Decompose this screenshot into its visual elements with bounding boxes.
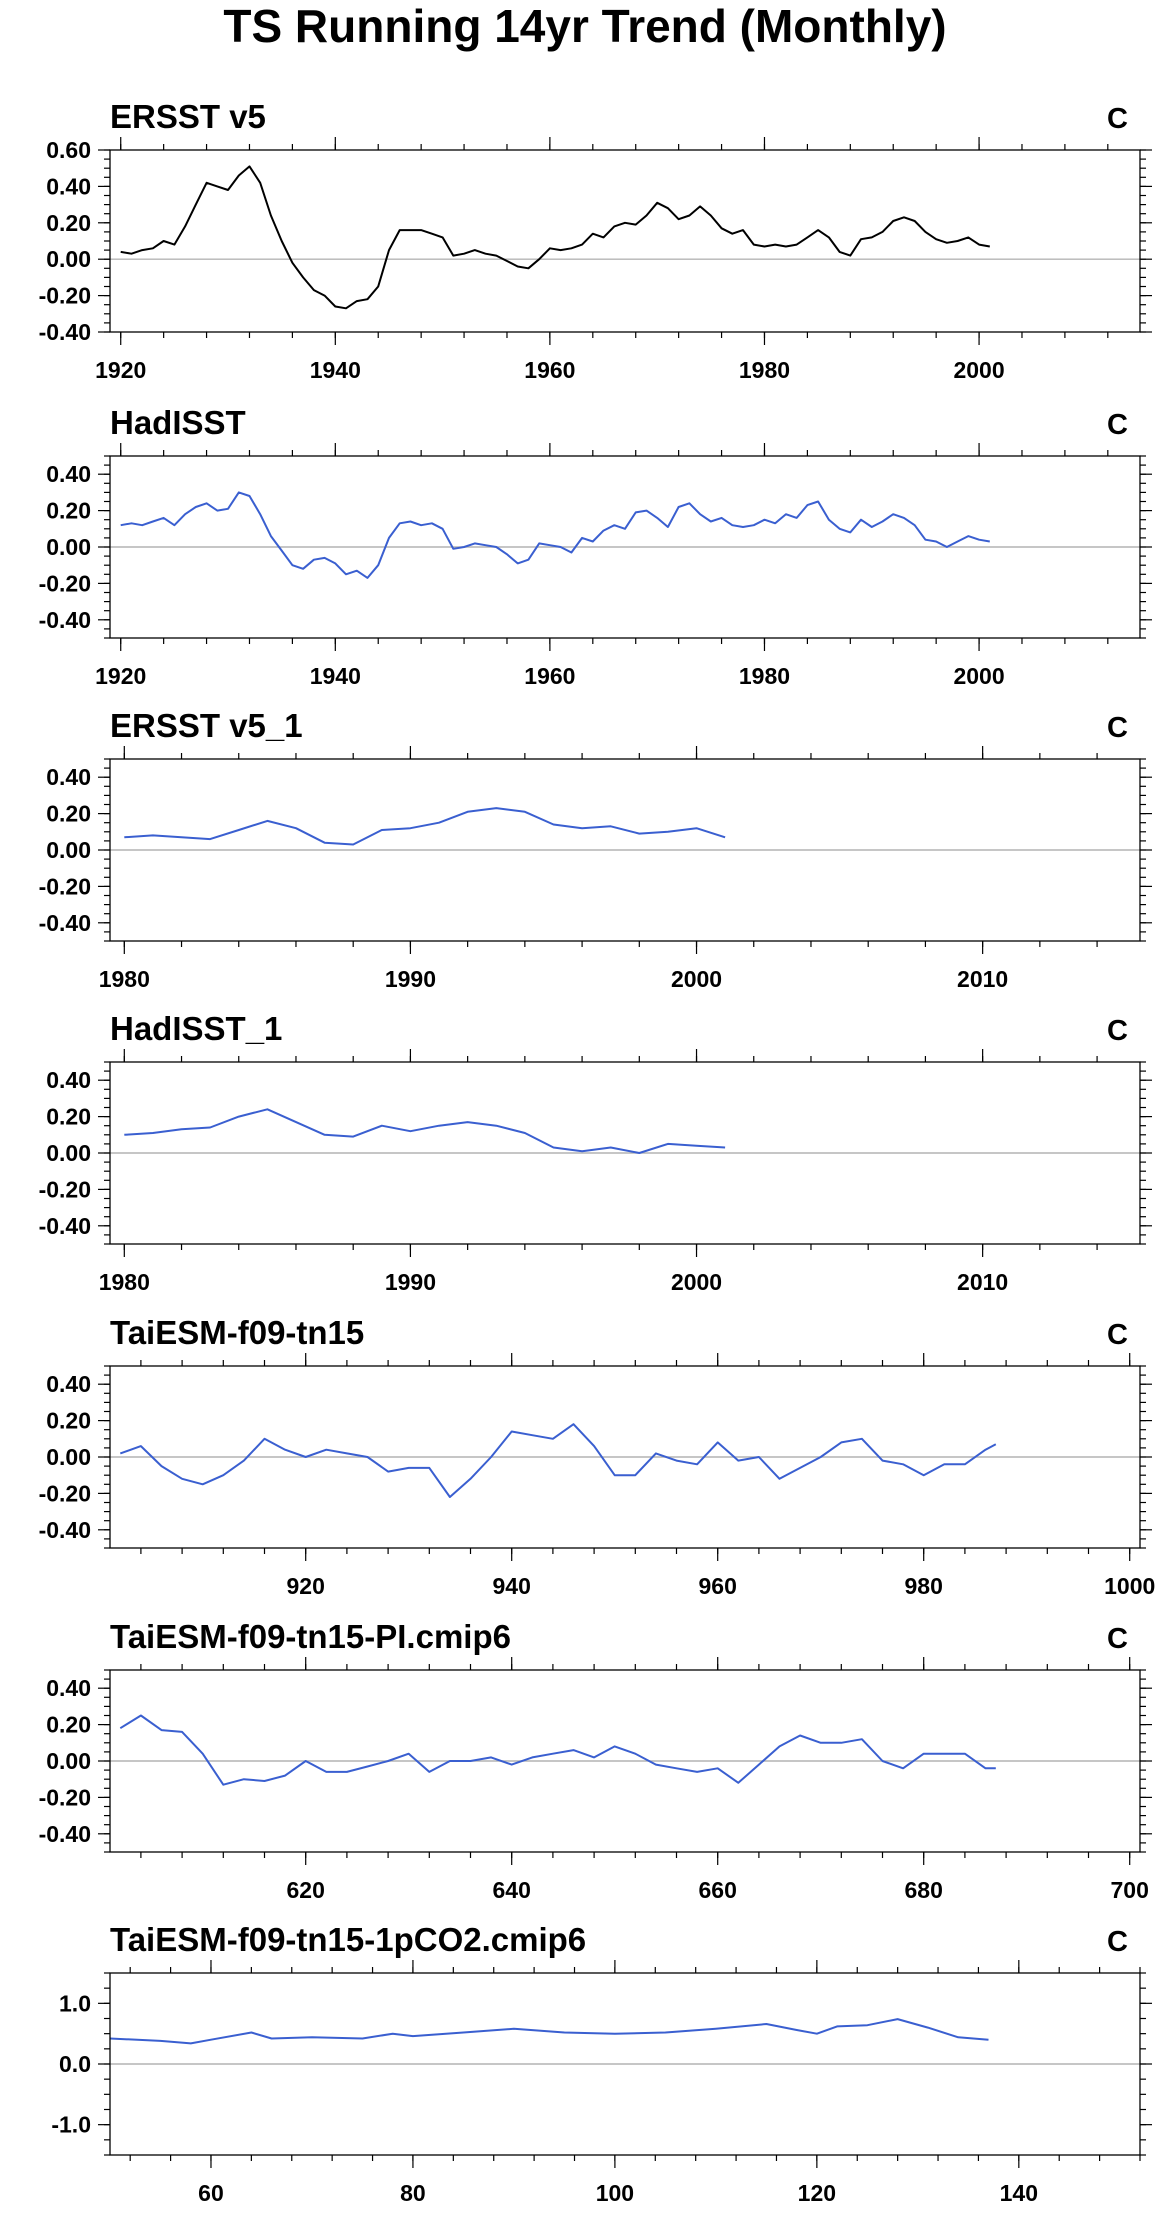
y-tick-label: 0.40 [46, 461, 91, 487]
unit-label: C [1107, 409, 1128, 441]
series-line [109, 2018, 989, 2045]
y-tick-label: -1.0 [51, 2112, 91, 2138]
unit-label: C [1107, 1319, 1128, 1351]
panel-7: TaiESM-f09-tn15-1pCO2.cmip6 C -1.0 0.0 1.0 60… [51, 1921, 1152, 2206]
x-tick-label: 1980 [99, 966, 150, 992]
panel-title: ERSST v5_1 [110, 707, 303, 744]
x-tick-label: 80 [400, 2180, 426, 2206]
x-tick-label: 1960 [524, 357, 575, 383]
y-tick-label: 0.40 [46, 1371, 91, 1397]
panel-4: HadISST_1 C -0.40 -0.20 0.00 0.20 0.40 1980 1990… [39, 1010, 1152, 1295]
y-tick-label: -0.20 [39, 1176, 91, 1202]
panel-3: ERSST v5_1 C -0.40 -0.20 0.00 0.20 0.40 1980 199… [39, 707, 1152, 992]
y-tick-label: 0.00 [46, 1444, 91, 1470]
y-tick-label: -0.40 [39, 1517, 91, 1543]
x-tick-label: 60 [198, 2180, 224, 2206]
y-tick-label: -0.20 [39, 1480, 91, 1506]
figure-title: TS Running 14yr Trend (Monthly) [223, 0, 946, 52]
x-tick-label: 1990 [385, 1269, 436, 1295]
panel-1: ERSST v5 C -0.40 -0.20 0.00 0.20 0.40 0.60 1920 1… [39, 98, 1152, 383]
y-tick-label: 0.40 [46, 1675, 91, 1701]
panel-title: TaiESM-f09-tn15 [110, 1314, 364, 1351]
x-tick-label: 1000 [1104, 1573, 1155, 1599]
panel-2: HadISST C -0.40 -0.20 0.00 0.20 0.40 1920 1940 19… [39, 404, 1152, 689]
panel-title: ERSST v5 [110, 98, 266, 135]
y-tick-label: 0.20 [46, 801, 91, 827]
series-line [119, 1714, 996, 1786]
y-tick-label: 0.20 [46, 1408, 91, 1434]
series-line [120, 491, 990, 579]
y-tick-label: 0.60 [46, 137, 91, 163]
y-tick-label: 0.20 [46, 210, 91, 236]
x-tick-label: 140 [1000, 2180, 1038, 2206]
x-tick-label: 960 [699, 1573, 737, 1599]
y-tick-label: -0.40 [39, 319, 91, 345]
x-tick-label: 1980 [739, 357, 790, 383]
x-tick-label: 1960 [524, 663, 575, 689]
unit-label: C [1107, 712, 1128, 744]
x-tick-label: 1980 [739, 663, 790, 689]
panel-5: TaiESM-f09-tn15 C -0.40 -0.20 0.00 0.20 0.40 92… [39, 1314, 1156, 1599]
y-tick-label: -0.40 [39, 607, 91, 633]
x-tick-label: 1980 [99, 1269, 150, 1295]
panel-title: TaiESM-f09-tn15-1pCO2.cmip6 [110, 1921, 586, 1958]
y-tick-label: -0.20 [39, 570, 91, 596]
panel-6: TaiESM-f09-tn15-PI.cmip6 C -0.40 -0.20 0.00 0… [39, 1618, 1152, 1903]
unit-label: C [1107, 1015, 1128, 1047]
y-tick-label: -0.40 [39, 1213, 91, 1239]
x-tick-label: 980 [905, 1573, 943, 1599]
y-tick-label: -0.20 [39, 283, 91, 309]
unit-label: C [1107, 1926, 1128, 1958]
series-line [124, 807, 726, 846]
x-tick-label: 1920 [95, 357, 146, 383]
unit-label: C [1107, 1623, 1128, 1655]
series-line [124, 1108, 726, 1154]
panel-title: HadISST [110, 404, 246, 441]
x-tick-label: 2010 [957, 966, 1008, 992]
x-tick-label: 120 [798, 2180, 836, 2206]
x-tick-label: 660 [699, 1877, 737, 1903]
x-tick-label: 2000 [671, 1269, 722, 1295]
y-tick-label: -0.20 [39, 873, 91, 899]
x-tick-label: 680 [905, 1877, 943, 1903]
y-tick-label: 0.40 [46, 1067, 91, 1093]
y-tick-label: -0.20 [39, 1784, 91, 1810]
panel-title: TaiESM-f09-tn15-PI.cmip6 [110, 1618, 511, 1655]
x-tick-label: 2000 [671, 966, 722, 992]
x-tick-label: 100 [596, 2180, 634, 2206]
x-tick-label: 1990 [385, 966, 436, 992]
y-tick-label: 0.00 [46, 1140, 91, 1166]
x-tick-label: 2010 [957, 1269, 1008, 1295]
y-tick-label: 0.00 [46, 246, 91, 272]
series-line [120, 165, 990, 310]
x-tick-label: 640 [493, 1877, 531, 1903]
x-tick-label: 2000 [953, 663, 1004, 689]
x-tick-label: 620 [287, 1877, 325, 1903]
x-tick-label: 1940 [310, 663, 361, 689]
y-tick-label: 0.00 [46, 1748, 91, 1774]
plot-frame [109, 149, 1141, 333]
x-tick-label: 940 [493, 1573, 531, 1599]
x-tick-label: 1920 [95, 663, 146, 689]
y-tick-label: 1.0 [59, 1990, 91, 2016]
x-tick-label: 920 [287, 1573, 325, 1599]
series-line [119, 1423, 997, 1498]
y-tick-label: 0.00 [46, 534, 91, 560]
x-tick-label: 1940 [310, 357, 361, 383]
y-tick-label: 0.0 [59, 2051, 91, 2077]
y-tick-label: -0.40 [39, 1821, 91, 1847]
panel-title: HadISST_1 [110, 1010, 282, 1047]
y-tick-label: 0.20 [46, 498, 91, 524]
y-tick-label: 0.40 [46, 764, 91, 790]
y-tick-label: 0.20 [46, 1104, 91, 1130]
y-tick-label: 0.00 [46, 837, 91, 863]
y-tick-label: 0.40 [46, 173, 91, 199]
x-tick-label: 2000 [953, 357, 1004, 383]
unit-label: C [1107, 103, 1128, 135]
y-tick-label: 0.20 [46, 1712, 91, 1738]
x-tick-label: 700 [1111, 1877, 1149, 1903]
y-tick-label: -0.40 [39, 910, 91, 936]
